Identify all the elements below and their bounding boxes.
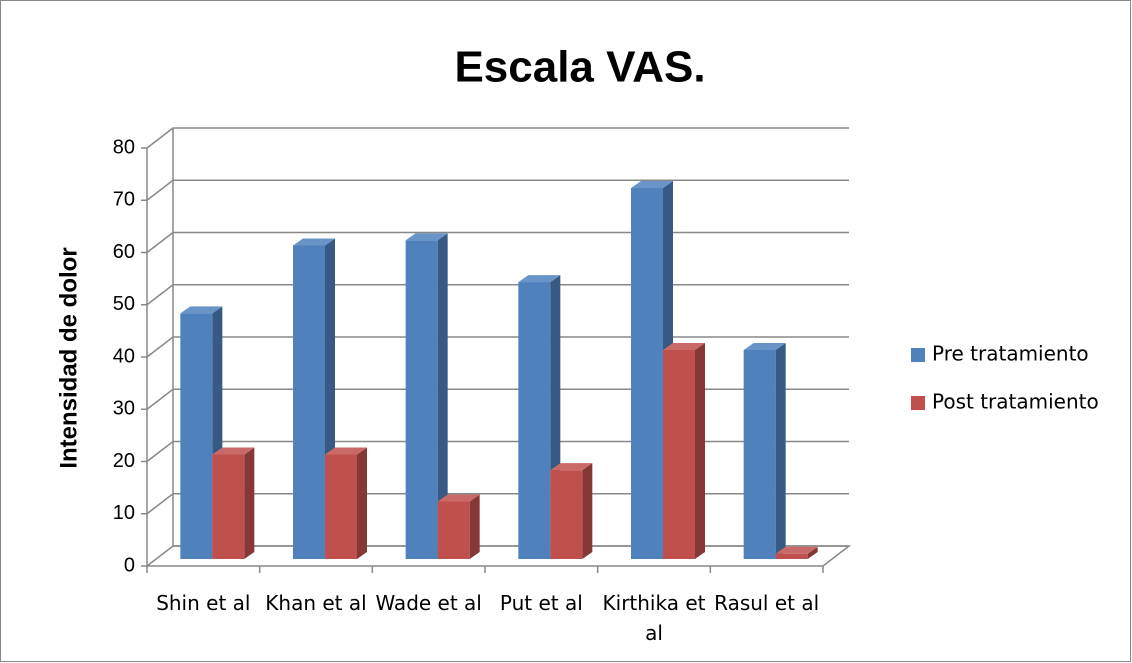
x-tick-label: Khan et al <box>265 591 367 615</box>
grid-line <box>146 440 849 463</box>
bar-top <box>550 463 593 471</box>
bar-side <box>807 546 818 559</box>
y-tick-label: 70 <box>113 189 135 211</box>
bar-top <box>437 494 480 502</box>
bar <box>775 553 808 559</box>
grid-line <box>146 231 849 254</box>
grid-line <box>146 493 849 515</box>
y-tick-label: 0 <box>124 554 135 576</box>
bar-side <box>469 494 480 559</box>
x-tick-label: Wade et al <box>375 591 482 615</box>
legend-swatch <box>911 348 925 362</box>
grid-line <box>146 284 849 306</box>
bar-top <box>212 447 255 455</box>
bar <box>437 501 470 559</box>
chart-title: Escala VAS. <box>454 43 705 92</box>
bar-side <box>437 233 448 559</box>
bar-top <box>518 275 561 283</box>
legend-swatch <box>911 396 925 410</box>
y-tick-label: 30 <box>113 398 135 420</box>
x-tick-label: Shin et al <box>156 591 251 615</box>
grid-line <box>146 336 849 358</box>
bar-side <box>695 343 705 559</box>
bar <box>180 313 213 559</box>
bar <box>212 454 245 559</box>
axis-line <box>146 128 852 567</box>
bar <box>518 282 551 559</box>
bar-side <box>582 463 593 559</box>
bar-side <box>775 343 786 559</box>
bar-top <box>325 447 367 455</box>
bar <box>293 245 325 559</box>
grid-line <box>146 179 849 201</box>
bar-top <box>405 233 448 241</box>
bar <box>631 188 663 559</box>
bar-top <box>631 181 673 189</box>
bar <box>743 350 776 559</box>
y-tick-label: 10 <box>113 502 135 524</box>
bar-side <box>357 447 367 559</box>
bar <box>550 470 583 559</box>
legend-label: Pre tratamiento <box>932 342 1089 366</box>
y-axis-label: Intensidad de dolor <box>55 247 82 468</box>
grid-line <box>146 388 849 410</box>
bar-top <box>743 343 786 350</box>
bar <box>663 350 695 559</box>
x-tick-label: Kirthika et al <box>602 591 706 645</box>
grid-line <box>146 127 849 149</box>
bar <box>405 240 438 559</box>
y-tick-label: 80 <box>113 136 135 158</box>
x-tick-label: Put et al <box>499 591 583 615</box>
bar-top <box>663 343 705 350</box>
y-tick-label: 20 <box>113 450 135 472</box>
grid-line <box>146 545 849 567</box>
bar-side <box>244 447 255 559</box>
bar-top <box>293 238 335 246</box>
bar <box>325 454 357 559</box>
y-tick-label: 40 <box>113 345 135 367</box>
bar-top <box>775 546 818 554</box>
y-tick-label: 60 <box>113 241 135 263</box>
bar-top <box>180 306 223 314</box>
legend-label: Post tratamiento <box>932 390 1099 414</box>
y-tick-label: 50 <box>113 293 135 315</box>
x-tick-label: Rasul et al <box>714 591 820 615</box>
